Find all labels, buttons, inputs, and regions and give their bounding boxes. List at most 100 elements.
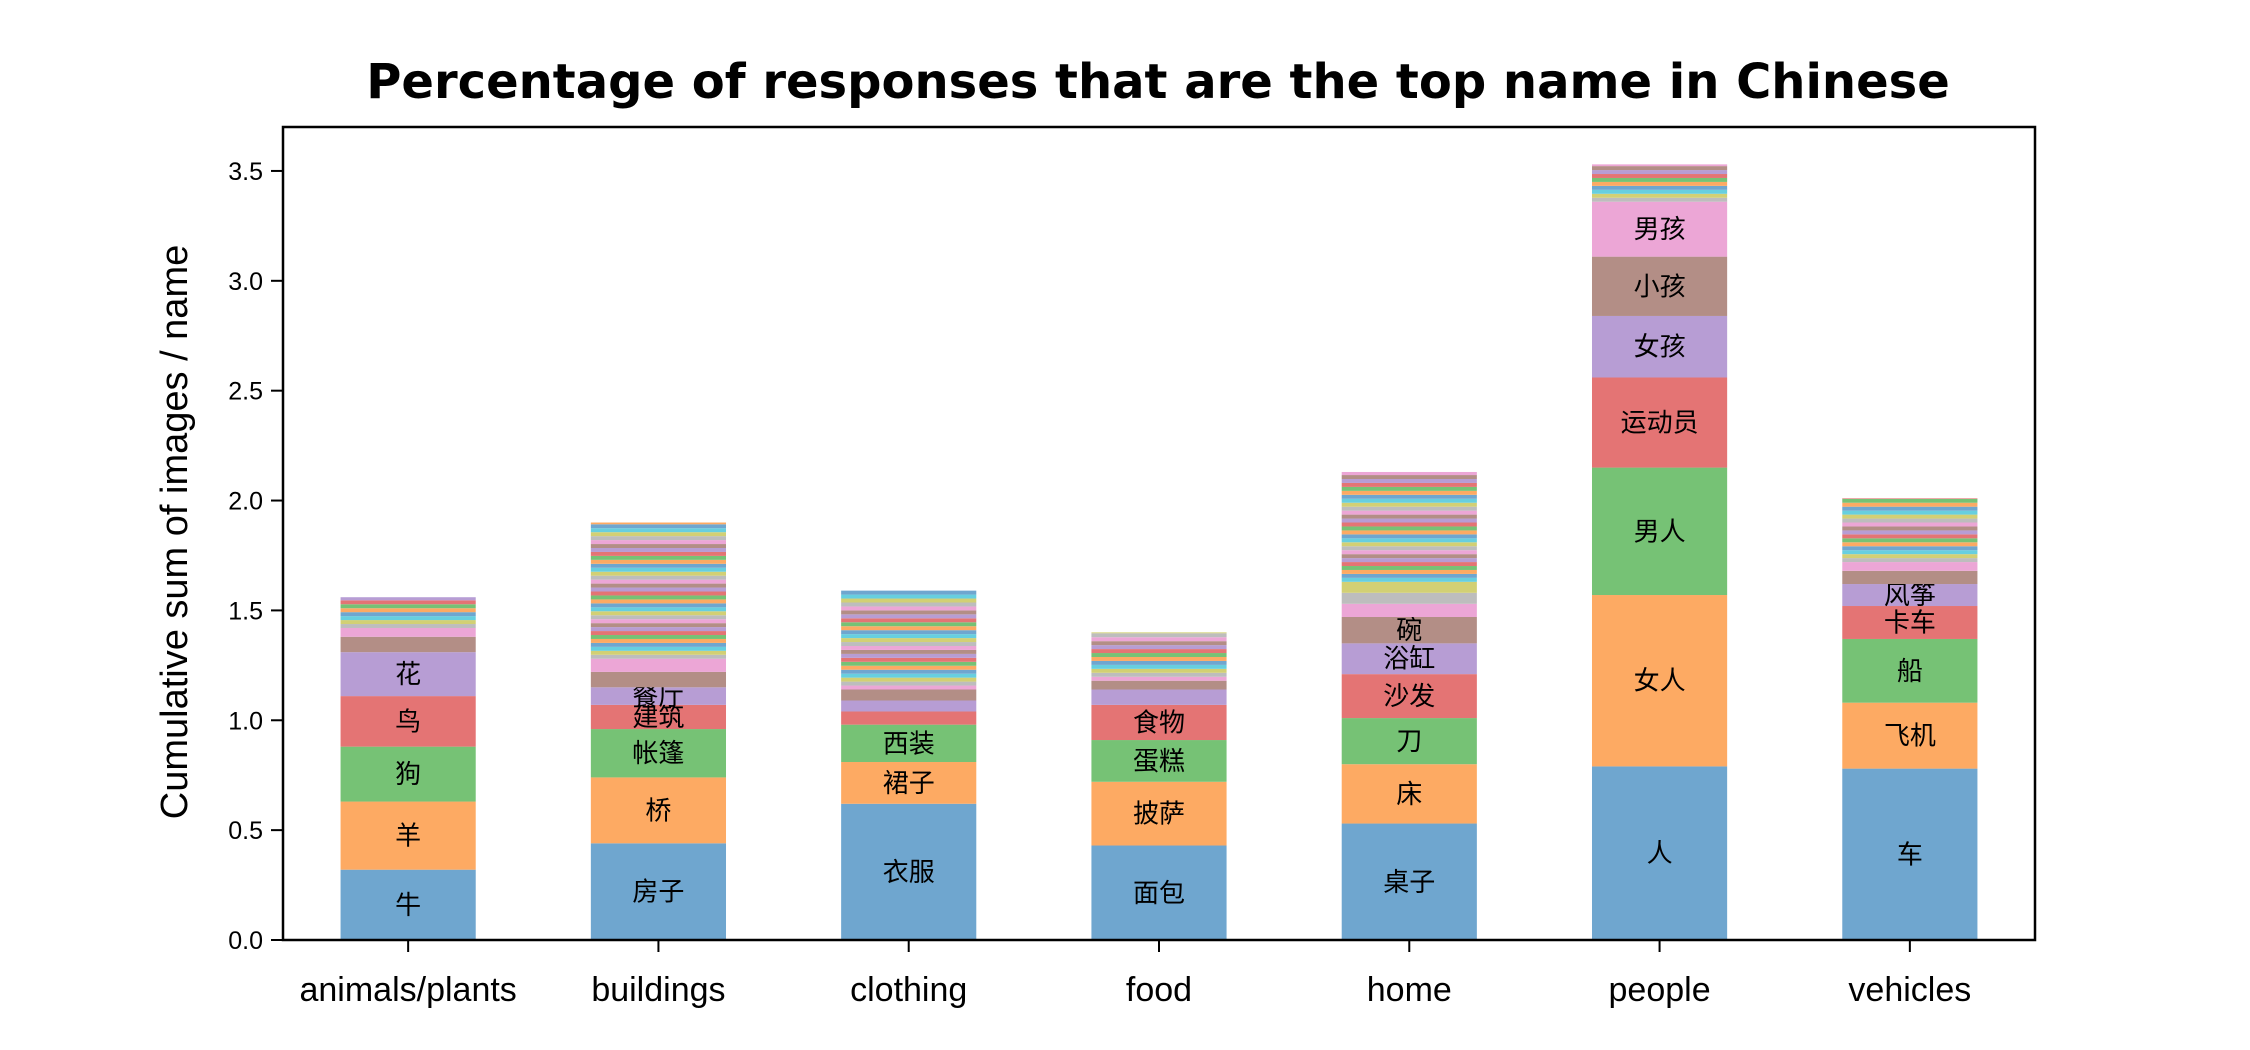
- bar-segment: [1091, 668, 1227, 673]
- bar-segment: [590, 646, 727, 651]
- segment-label: 女孩: [1634, 333, 1686, 363]
- bar-segment: [590, 528, 727, 533]
- bar-segment: [1341, 554, 1477, 559]
- bar-segment: [1591, 189, 1728, 194]
- bar-segment: [841, 653, 977, 658]
- bar-segment: [590, 522, 727, 525]
- bar-segment: [1091, 845, 1227, 940]
- bar-segment: [1091, 740, 1227, 782]
- x-tick-label: home: [1367, 971, 1452, 1009]
- bar-segment: [1091, 641, 1227, 646]
- x-tick-label: animals/plants: [299, 971, 516, 1009]
- bar-segment: [1341, 490, 1477, 495]
- bar-5: 人 女人 男人 运动员 女孩 小孩 男孩: [1591, 164, 1728, 940]
- bar-segment: [590, 551, 727, 556]
- bar-segment: [1842, 606, 1978, 639]
- bar-segment: [1842, 702, 1978, 769]
- bar-segment: [590, 671, 727, 688]
- bar-segment: [1341, 518, 1477, 523]
- bar-segment: [590, 627, 727, 632]
- segment-label: 车: [1897, 840, 1923, 870]
- bar-segment: [1842, 534, 1978, 539]
- y-tick-label: 0.0: [228, 927, 263, 955]
- bar-segment: [1091, 672, 1227, 677]
- bar-segment: [1341, 479, 1477, 483]
- bar-segment: [590, 635, 727, 639]
- bar-segment: [1341, 498, 1477, 503]
- segment-label: 人: [1647, 839, 1673, 869]
- bar-segment: [590, 532, 727, 537]
- bar-segment: [590, 544, 727, 549]
- bar-segment: [1842, 506, 1978, 511]
- bar-segment: [1091, 660, 1227, 665]
- segment-label: 床: [1396, 780, 1422, 810]
- bar-segment: [841, 803, 977, 940]
- x-tick-label: vehicles: [1848, 971, 1971, 1009]
- bar-segment: [340, 597, 476, 601]
- segment-label: 男孩: [1634, 215, 1686, 245]
- bar-segment: [1591, 177, 1728, 182]
- segment-label: 沙发: [1383, 682, 1435, 712]
- segment-label: 帐篷: [632, 739, 684, 769]
- segment-label: 刀: [1396, 727, 1422, 757]
- bar-segment: [1341, 530, 1477, 535]
- bar-segment: [590, 704, 727, 730]
- bar-segment: [1842, 570, 1978, 585]
- bar-segment: [1341, 718, 1477, 765]
- bar-segment: [590, 599, 727, 604]
- bar-segment: [1341, 514, 1477, 519]
- segment-label: 西装: [883, 729, 935, 759]
- bar-segment: [340, 627, 476, 637]
- bar-segment: [841, 614, 977, 619]
- bar-segment: [590, 615, 727, 620]
- segment-label: 建筑: [632, 703, 684, 733]
- bar-segment: [340, 636, 476, 653]
- bar-segment: [1842, 502, 1978, 507]
- segment-label: 桌子: [1383, 868, 1435, 898]
- segment-label: 食物: [1133, 708, 1185, 738]
- bar-segment: [1341, 494, 1477, 499]
- bar-segment: [841, 657, 977, 662]
- y-tick-label: 2.5: [228, 378, 263, 406]
- bar-segment: [1591, 193, 1728, 198]
- bar-segment: [841, 689, 977, 701]
- bar-segment: [590, 619, 727, 624]
- bar-segment: [841, 681, 977, 686]
- bar-segment: [1341, 823, 1477, 940]
- bar-segment: [1591, 197, 1728, 202]
- bar-segment: [1341, 562, 1477, 567]
- bar-segment: [590, 579, 727, 584]
- bar-segment: [841, 634, 977, 639]
- y-tick-label: 1.0: [228, 707, 263, 735]
- bar-segment: [841, 685, 977, 690]
- y-tick-label: 3.5: [228, 158, 263, 186]
- bar-segment: [1341, 573, 1477, 578]
- bar-segment: [1842, 498, 1978, 503]
- x-tick-label: food: [1126, 971, 1192, 1009]
- bar-segment: [841, 665, 977, 670]
- segment-label: 浴缸: [1383, 645, 1435, 675]
- segment-label: 运动员: [1621, 409, 1699, 439]
- bar-segment: [340, 652, 476, 697]
- segment-label: 衣服: [883, 858, 935, 888]
- bar-segment: [1591, 181, 1728, 186]
- bar-segment: [590, 548, 727, 552]
- bar-segment: [1091, 676, 1227, 681]
- bar-segment: [590, 687, 727, 705]
- bar-segment: [841, 649, 977, 654]
- bar-segment: [1341, 569, 1477, 574]
- bar-segment: [1341, 546, 1477, 551]
- bar-segment: [841, 602, 977, 607]
- bar-segment: [590, 729, 727, 778]
- bar-segment: [590, 843, 727, 940]
- bar-segment: [1842, 562, 1978, 571]
- bar-segment: [590, 587, 727, 592]
- y-tick-label: 3.0: [228, 268, 263, 296]
- segment-label: 卡车: [1884, 608, 1936, 638]
- bar-segment: [1842, 550, 1978, 555]
- y-tick-label: 0.5: [228, 817, 263, 845]
- bar-segment: [841, 700, 977, 712]
